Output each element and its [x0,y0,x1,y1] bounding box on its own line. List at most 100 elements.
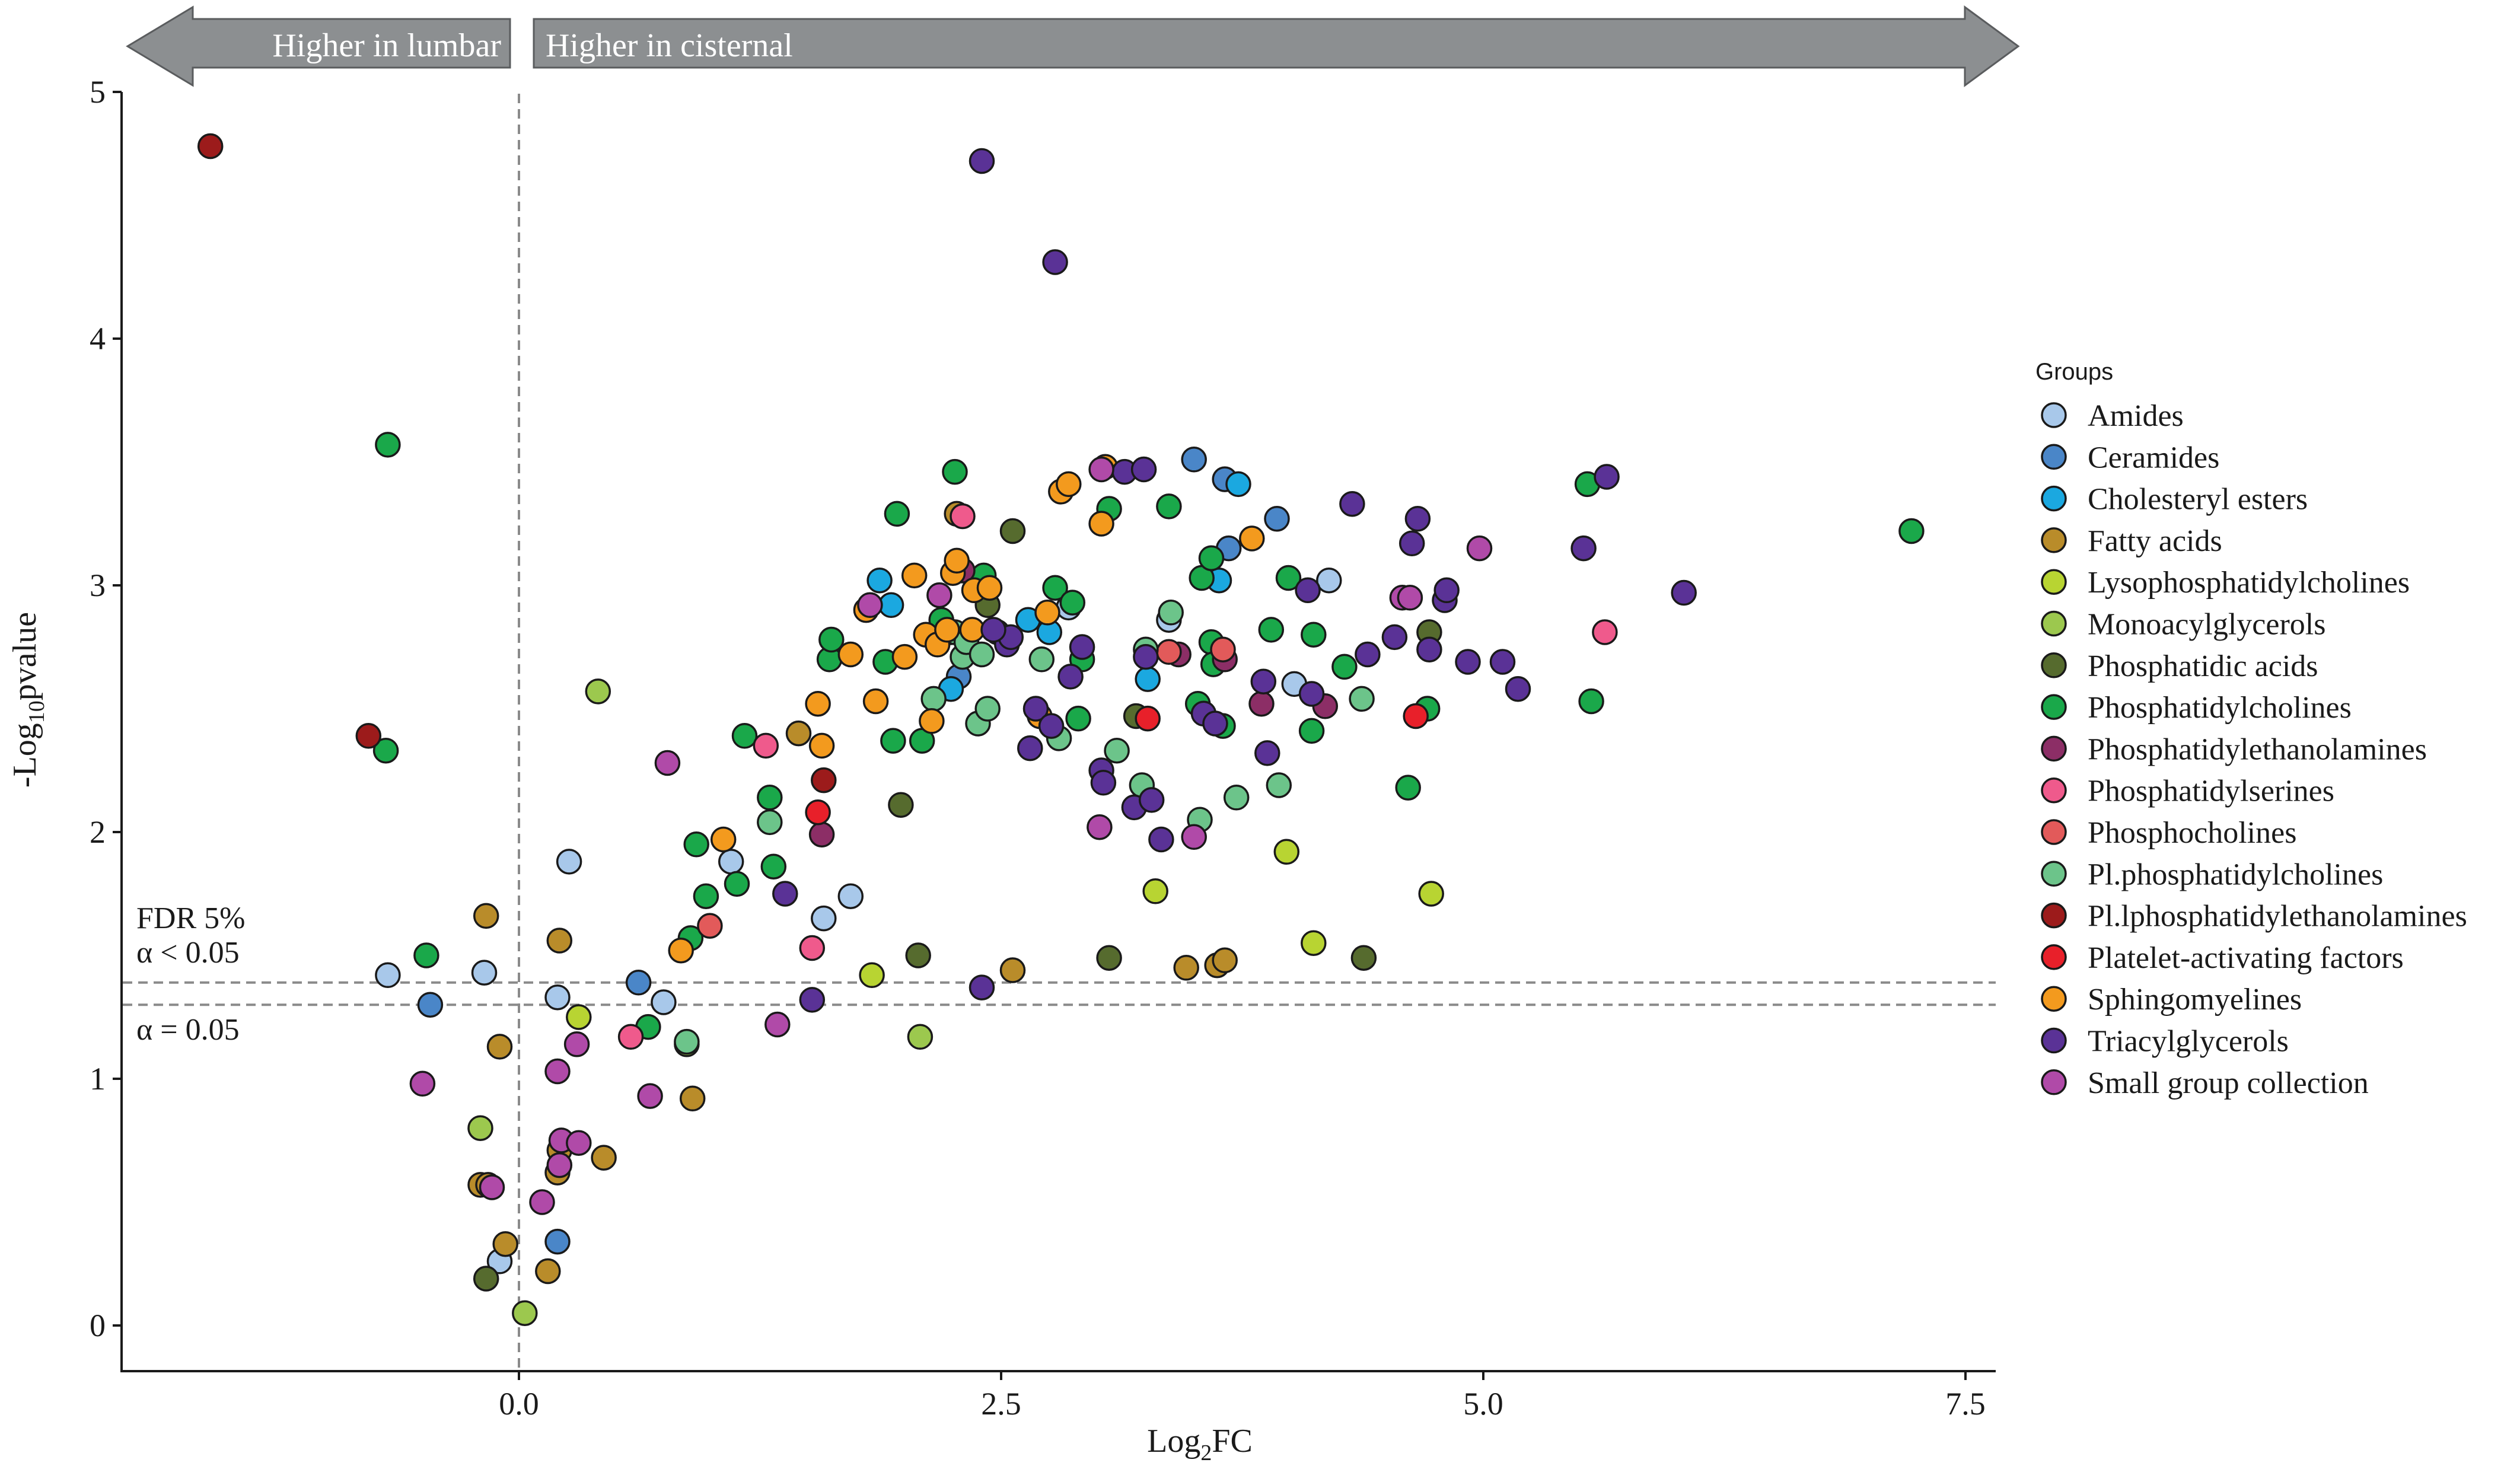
point-cholesteryl-esters [866,567,893,594]
point-sphingomyelines [710,826,737,853]
legend-label-lysophosphatidylcholines: Lysophosphatidylcholines [2088,566,2410,600]
point-phosphatidylcholines [413,942,439,968]
fdr-alpha-label: α < 0.05 [136,936,240,970]
point-phosphatidic-acids [473,1266,499,1292]
point-phosphatidylcholines [1298,718,1325,744]
y-ticks: 0 1 2 3 4 5 [90,74,122,1343]
point-amides [544,984,571,1011]
legend-swatch-monoacylglycerols [2041,610,2067,637]
point-amides [556,849,582,875]
y-tick-label: 5 [90,74,106,110]
point-triacylglycerols [1339,490,1365,517]
point-triacylglycerols [1570,535,1597,562]
point-fatty-acids [1212,947,1238,974]
legend-swatch-phosphocholines [2041,819,2067,845]
point-triacylglycerols [1404,505,1431,532]
point-phosphatidylcholines [1198,545,1225,571]
point-amides [718,849,744,875]
point-phosphatidylcholines [731,723,758,749]
point-triacylglycerols [1594,464,1620,490]
point-small-group-collection [764,1011,791,1038]
point-phosphatidylethanolamines [1248,690,1275,717]
legend-label-platelet-activating-factors: Platelet-activating factors [2088,941,2404,975]
point-phosphatidylcholines [1275,565,1302,591]
point-lysophosphatidylcholines [859,962,885,989]
legend-label-small-group-collection: Small group collection [2088,1066,2369,1100]
legend-swatch-phosphatidylcholines [2041,694,2067,720]
point-triacylglycerols [1148,826,1174,853]
point-phosphatidylcholines [760,853,787,880]
point-ceramides [1181,447,1207,473]
point-small-group-collection [563,1031,590,1057]
point-pl-lphosphatidylethanolamines [811,767,837,794]
point-pl-lphosphatidylethanolamines [197,133,224,160]
point-cholesteryl-esters [1225,471,1251,498]
point-phosphatidylcholines [724,871,750,897]
point-triacylglycerols [1295,577,1321,604]
point-sphingomyelines [1056,471,1082,498]
point-pl-phosphatidylcholines [1266,772,1292,798]
point-small-group-collection [529,1189,555,1215]
legend-label-sphingomyelines: Sphingomyelines [2088,983,2302,1016]
legend-swatch-pl-phosphatidylcholines [2041,861,2067,887]
point-small-group-collection [1397,585,1423,611]
point-sphingomyelines [1034,600,1060,626]
point-phosphatidic-acids [1096,945,1122,971]
point-phosphatidylserines [1592,619,1618,645]
point-triacylglycerols [1398,530,1425,557]
legend-swatch-ceramides [2041,444,2067,470]
point-phosphatidic-acids [999,518,1026,544]
point-sphingomyelines [959,617,985,643]
point-phosphatidylcholines [1331,654,1358,680]
legend-label-cholesteryl-esters: Cholesteryl esters [2088,483,2308,517]
point-fatty-acids [486,1034,513,1060]
legend-label-ceramides: Ceramides [2088,441,2219,474]
point-phosphatidylserines [753,732,779,759]
legend-title: Groups [2035,359,2113,385]
point-amides [1316,567,1342,594]
point-fatty-acids [785,720,812,747]
point-pl-phosphatidylcholines [1223,785,1250,811]
point-pl-phosphatidylcholines [1158,600,1184,626]
point-phosphatidylcholines [880,728,906,754]
point-triacylglycerols [1130,456,1157,483]
point-triacylglycerols [1433,577,1460,604]
point-pl-phosphatidylcholines [969,641,995,668]
y-tick-label: 0 [90,1308,106,1343]
point-triacylglycerols [1042,249,1068,275]
point-cholesteryl-esters [1135,666,1161,692]
point-lysophosphatidylcholines [1301,930,1327,956]
fdr-label: FDR 5% [136,901,245,935]
point-triacylglycerols [1254,740,1280,766]
point-phosphatidylcholines [884,501,910,527]
legend-label-phosphatidylcholines: Phosphatidylcholines [2088,691,2352,725]
point-ceramides [544,1228,571,1255]
legend-label-phosphatidic-acids: Phosphatidic acids [2088,649,2318,683]
point-phosphatidylethanolamines [808,821,835,847]
point-triacylglycerols [1133,643,1159,670]
point-triacylglycerols [1505,675,1531,702]
point-lysophosphatidylcholines [566,1004,592,1030]
point-triacylglycerols [1057,664,1084,690]
point-amides [651,989,677,1015]
x-axis-title: Log2FC [1147,1423,1253,1465]
point-phosphatidylcholines [1156,493,1182,520]
y-axis-title: -Log10pvalue [7,612,49,788]
legend-label-pl-phosphatidylcholines: Pl.phosphatidylcholines [2088,858,2383,891]
point-phosphocholines [1156,639,1182,665]
point-phosphatidylcholines [757,785,783,811]
point-fatty-acids [679,1085,706,1112]
point-pl-phosphatidylcholines [920,686,947,712]
legend: Groups Amides Ceramides Cholesteryl esters… [2035,359,2467,1100]
point-ceramides [1264,505,1290,532]
point-triacylglycerols [1671,579,1697,606]
point-triacylglycerols [1138,787,1165,813]
point-triacylglycerols [1381,624,1408,651]
point-fatty-acids [492,1231,518,1257]
point-phosphatidylserines [799,935,826,961]
point-phosphatidylserines [617,1024,644,1050]
point-phosphatidylcholines [1065,705,1091,732]
point-phosphocholines [1210,636,1236,662]
point-triacylglycerols [1069,634,1095,660]
